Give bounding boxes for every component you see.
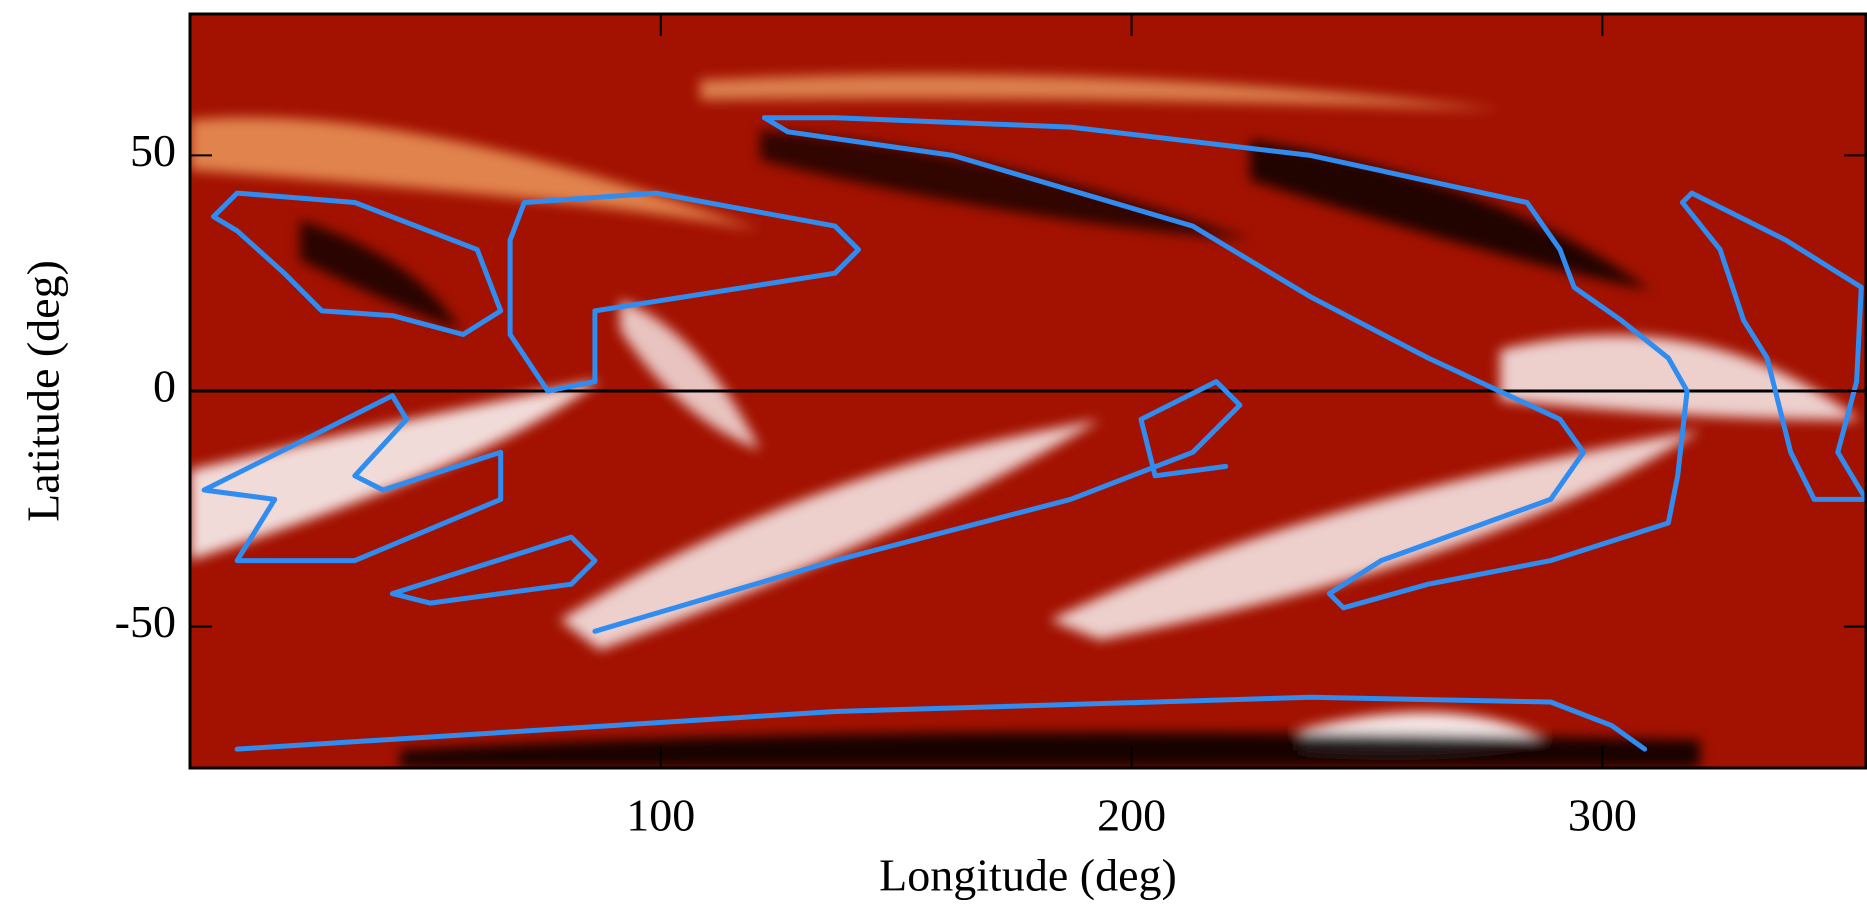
contour-line: [1679, 190, 1867, 502]
contour-line: [507, 190, 861, 394]
contour-line: [761, 115, 1690, 611]
y-tick-label: -50: [115, 596, 176, 647]
plot-marks: [190, 115, 1867, 752]
y-tick-label: 0: [153, 361, 176, 412]
x-tick-label: 100: [626, 790, 695, 841]
y-axis-label: Latitude (deg): [18, 260, 69, 522]
contour-line: [389, 534, 598, 606]
y-tick-label: 50: [130, 125, 176, 176]
contour-line: [234, 694, 1648, 752]
contour-line: [211, 190, 504, 337]
x-tick-label: 200: [1097, 790, 1166, 841]
contour-line: [201, 393, 504, 564]
x-axis-label: Longitude (deg): [879, 850, 1177, 901]
contour-line: [592, 379, 1243, 634]
x-tick-label: 300: [1568, 790, 1637, 841]
